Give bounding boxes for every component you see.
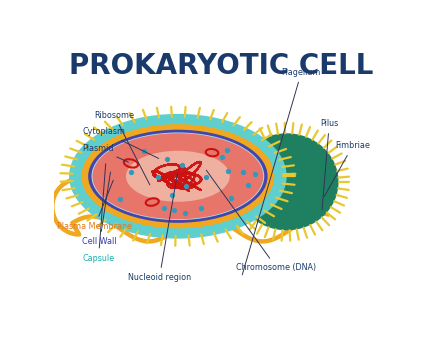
Text: Cytoplasm: Cytoplasm (83, 127, 159, 158)
Text: Cell Wall: Cell Wall (83, 172, 117, 246)
Text: Chromosome (DNA): Chromosome (DNA) (206, 170, 317, 272)
Ellipse shape (235, 133, 339, 230)
Text: PROKARYOTIC CELL: PROKARYOTIC CELL (69, 51, 374, 80)
Ellipse shape (82, 124, 274, 228)
Text: Pilus: Pilus (320, 119, 338, 210)
Text: Nucleoid region: Nucleoid region (128, 174, 191, 282)
Ellipse shape (88, 130, 267, 223)
Text: Plasma Membrane: Plasma Membrane (57, 180, 132, 231)
Ellipse shape (92, 133, 263, 219)
Text: Fimbriae: Fimbriae (324, 141, 370, 196)
Text: Capsule: Capsule (83, 164, 114, 262)
Text: Ribosome: Ribosome (94, 111, 150, 185)
Ellipse shape (126, 151, 230, 202)
Text: Flagellum: Flagellum (242, 68, 321, 275)
Ellipse shape (69, 114, 287, 239)
Ellipse shape (92, 132, 264, 220)
Text: Plasmid: Plasmid (83, 144, 128, 162)
